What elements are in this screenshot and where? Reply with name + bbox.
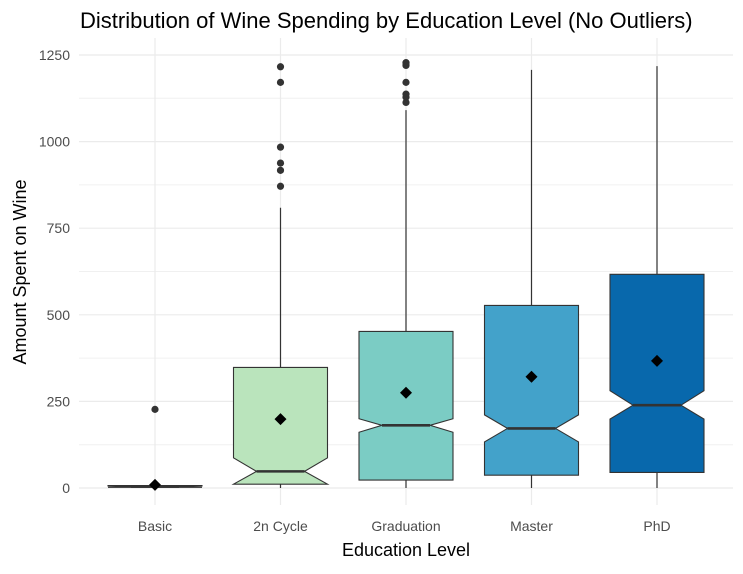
box-phd [609,66,705,488]
outlier-point [276,182,285,190]
boxes [107,59,705,491]
y-tick-label: 500 [47,307,71,323]
mean-marker [274,413,287,426]
box-body [483,304,580,476]
y-axis-label: Amount Spent on Wine [10,179,30,364]
x-axis-label: Education Level [342,540,470,560]
y-tick-label: 250 [47,393,71,409]
outlier-point [402,90,410,98]
mean-marker [651,354,663,367]
y-tick-label: 0 [62,480,70,496]
chart-title: Distribution of Wine Spending by Educati… [80,8,693,33]
x-tick-label: Graduation [371,518,440,534]
box-body [231,366,330,485]
outlier-point [276,63,285,71]
y-tick-label: 1250 [39,47,70,63]
outlier-point [402,98,410,107]
y-tick-labels: 0 250 500 750 1000 1250 [39,47,70,496]
outlier-point [276,143,285,151]
box-body [609,273,705,473]
x-tick-labels: Basic 2n Cycle Graduation Master PhD [138,518,671,534]
outlier-point [402,59,410,67]
box-body [358,330,454,481]
box-basic [107,405,203,491]
box-graduation [358,59,454,488]
mean-marker [149,478,161,491]
outlier-point [151,405,159,413]
outlier-point [276,159,285,167]
y-tick-label: 1000 [39,134,70,150]
y-tick-label: 750 [47,220,71,236]
outlier-point [276,78,285,86]
box-master [483,69,580,488]
mean-marker [400,386,412,399]
box-2n-cycle [231,63,330,488]
mean-marker [525,370,538,383]
x-tick-label: PhD [643,518,670,534]
x-tick-label: 2n Cycle [253,518,308,534]
x-tick-label: Master [510,518,553,534]
x-tick-label: Basic [138,518,172,534]
outlier-point [402,78,410,86]
outlier-point [276,166,285,174]
